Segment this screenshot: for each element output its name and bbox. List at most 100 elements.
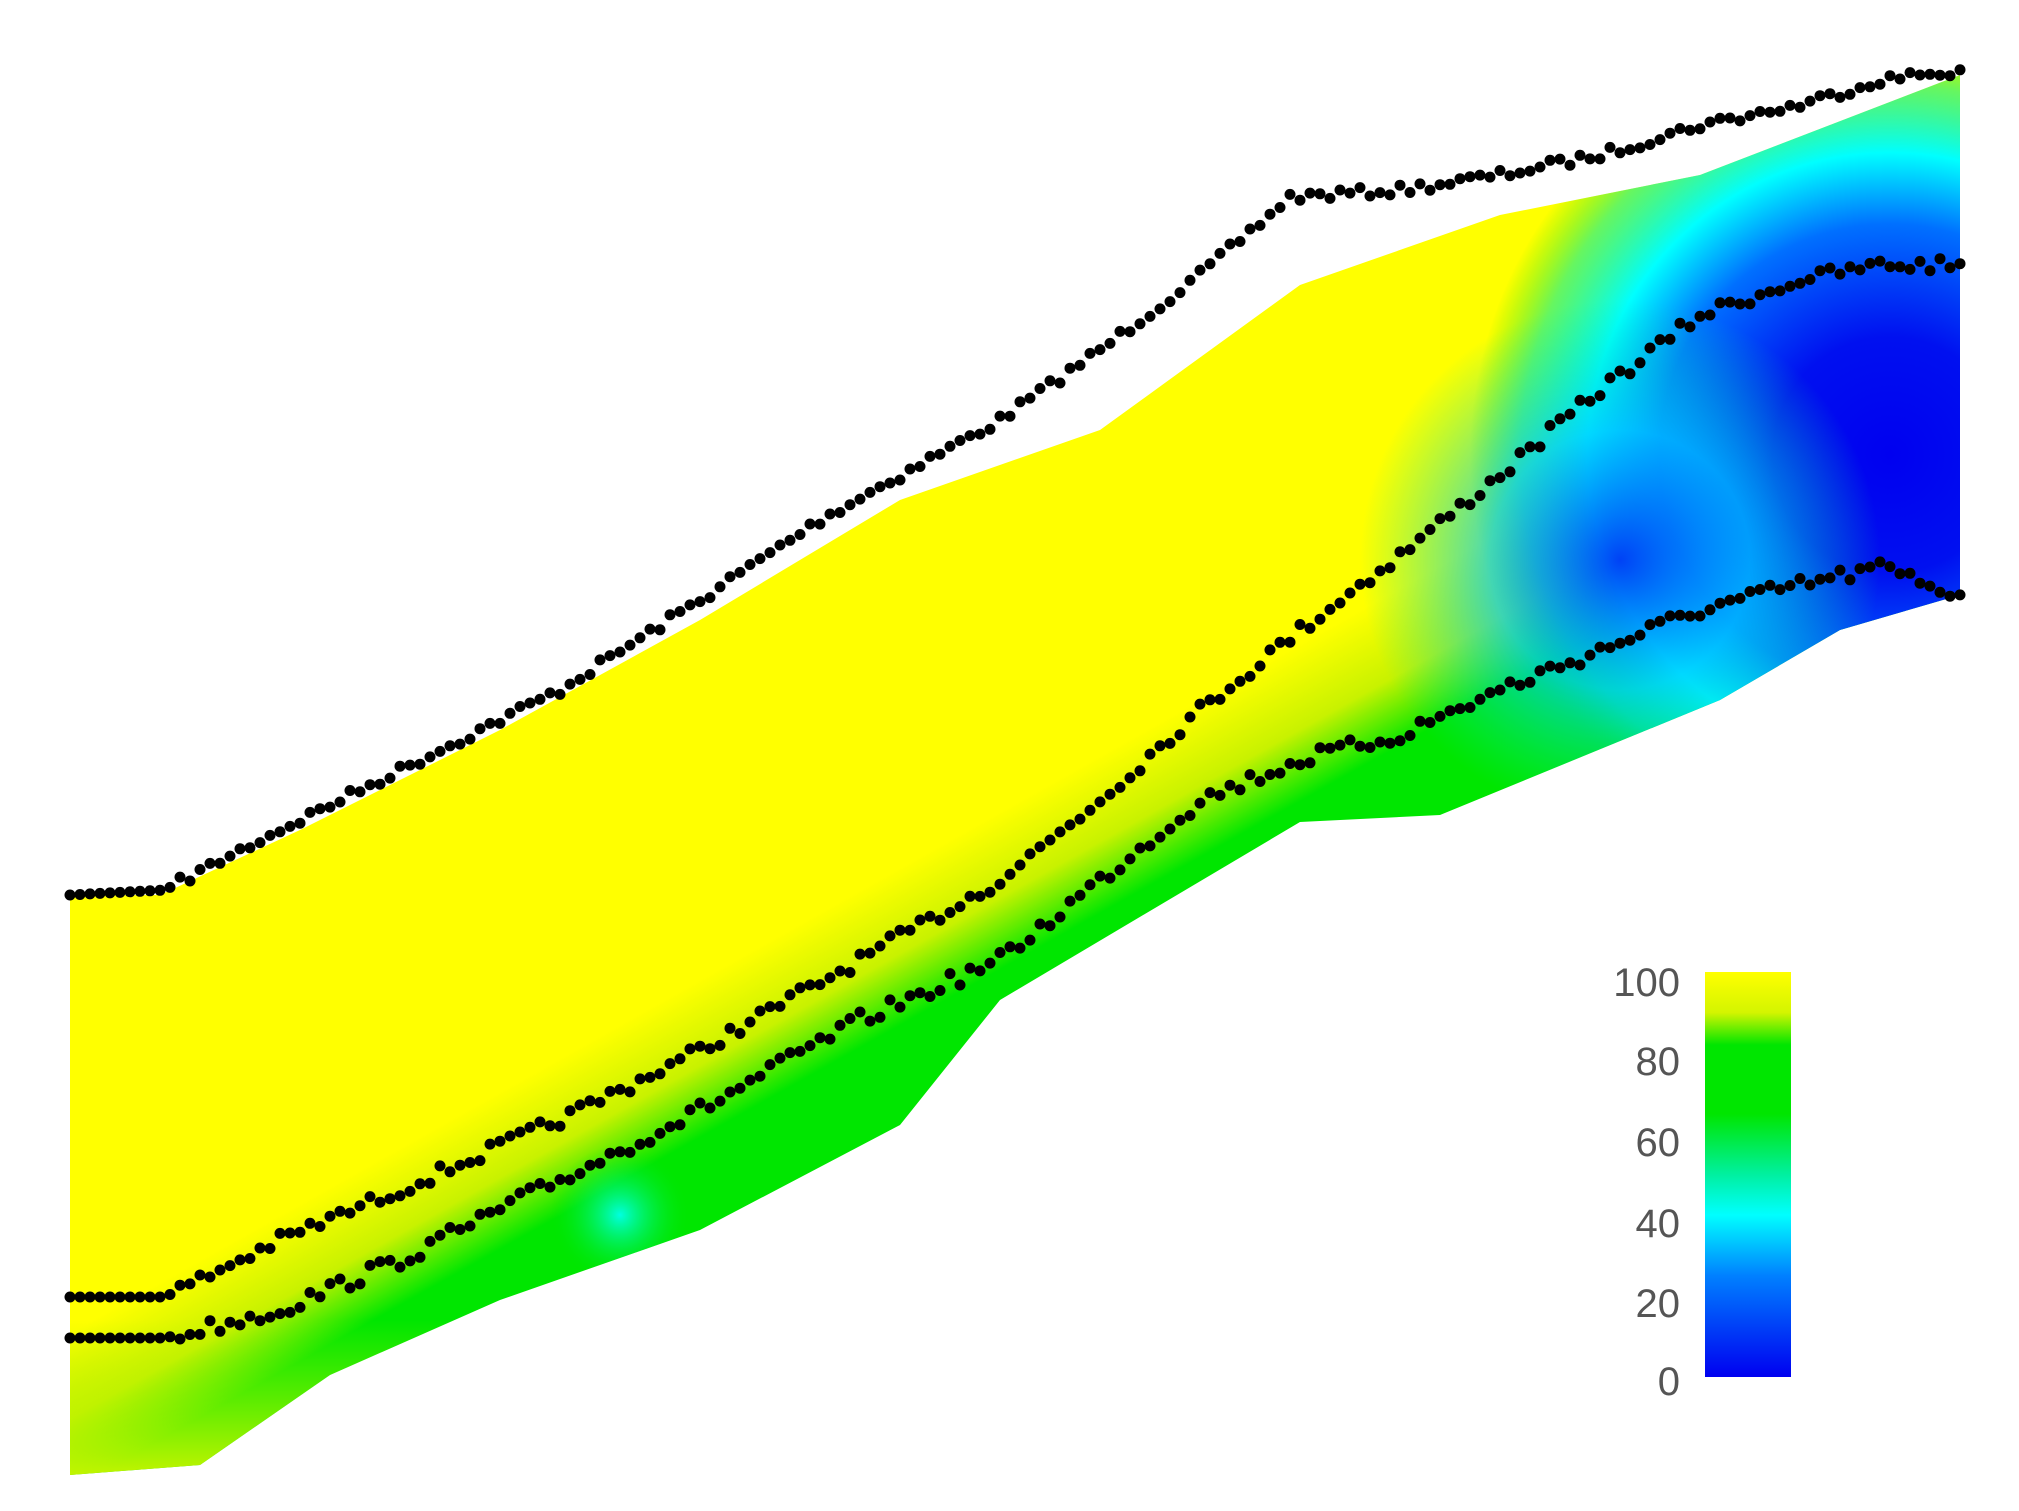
middle-trace-dot (354, 1200, 366, 1212)
top-trace-dot (1054, 377, 1066, 389)
lower-trace-dot (1444, 705, 1456, 717)
top-trace-dot (64, 889, 76, 901)
top-trace-dot (1794, 101, 1806, 113)
middle-trace-dot (984, 886, 996, 898)
top-trace-dot (404, 759, 416, 771)
middle-trace-dot (654, 1068, 666, 1080)
middle-trace-dot (1804, 274, 1816, 285)
top-trace-dot (704, 592, 716, 604)
lower-trace-dot (1134, 842, 1146, 854)
lower-trace-dot (924, 991, 936, 1002)
top-trace-dot (1754, 106, 1766, 117)
lower-trace-dot (1074, 889, 1086, 901)
top-trace-dot (724, 571, 736, 583)
lower-trace-dot (914, 987, 926, 999)
lower-trace-dot (584, 1159, 596, 1171)
middle-trace-dot (1824, 262, 1836, 274)
lower-trace-dot (1094, 870, 1106, 882)
top-trace-dot (1394, 179, 1406, 191)
lower-trace-dot (804, 1040, 816, 1052)
top-trace-dot (194, 864, 206, 875)
top-trace-dot (1144, 310, 1156, 322)
lower-trace-dot (254, 1315, 266, 1327)
lower-trace-dot (614, 1146, 626, 1158)
top-trace-dot (1024, 392, 1036, 404)
top-trace-dot (684, 599, 696, 611)
contour-field (70, 75, 1960, 1475)
lower-trace-dot (1044, 920, 1056, 932)
lower-trace-dot (1214, 789, 1226, 801)
lower-trace-dot (1344, 734, 1356, 746)
middle-trace-dot (1924, 265, 1936, 277)
top-trace-dot (124, 886, 136, 898)
middle-trace-dot (1584, 395, 1596, 407)
middle-trace-dot (544, 1120, 556, 1132)
lower-trace-dot (994, 947, 1006, 958)
lower-trace-dot (264, 1311, 276, 1323)
middle-trace-dot (1564, 408, 1576, 420)
lower-trace-dot (904, 990, 916, 1002)
lower-trace-dot (1824, 572, 1836, 584)
middle-trace-dot (1274, 636, 1286, 648)
middle-trace-dot (1094, 796, 1106, 808)
lower-trace-dot (1924, 580, 1936, 592)
top-trace-dot (794, 529, 806, 540)
middle-trace-dot (994, 878, 1006, 890)
top-trace-dot (1294, 194, 1306, 206)
lower-trace-dot (174, 1333, 186, 1345)
top-trace-dot (1634, 142, 1646, 154)
lower-trace-dot (1314, 742, 1326, 754)
middle-trace-dot (1464, 499, 1476, 511)
top-trace-dot (244, 842, 256, 854)
lower-trace-dot (1114, 864, 1126, 876)
top-trace-dot (874, 481, 886, 493)
middle-trace-dot (64, 1291, 76, 1303)
top-trace-dot (394, 760, 406, 772)
middle-trace-dot (1474, 490, 1486, 501)
top-trace-dot (1154, 303, 1166, 315)
middle-trace-dot (704, 1043, 716, 1055)
middle-trace-dot (134, 1291, 146, 1303)
lower-trace-dot (1544, 660, 1556, 672)
lower-trace-dot (654, 1127, 666, 1139)
middle-trace-dot (1074, 813, 1086, 825)
top-trace-dot (574, 673, 586, 685)
lower-trace-dot (1664, 610, 1676, 622)
middle-trace-dot (1444, 510, 1456, 522)
middle-trace-dot (1514, 447, 1526, 459)
lower-trace-dot (824, 1033, 836, 1045)
top-trace-dot (134, 885, 146, 897)
lower-trace-dot (1364, 742, 1376, 753)
lower-trace-dot (854, 1006, 866, 1018)
top-trace-dot (334, 796, 346, 808)
lower-trace-dot (1694, 610, 1706, 622)
lower-trace-dot (1284, 758, 1296, 769)
middle-trace-dot (404, 1185, 416, 1197)
middle-trace-dot (1534, 441, 1546, 453)
middle-trace-dot (634, 1073, 646, 1085)
top-trace-dot (814, 518, 826, 530)
middle-trace-dot (904, 924, 916, 936)
top-trace-dot (1834, 91, 1846, 103)
middle-trace-dot (384, 1193, 396, 1205)
lower-trace-dot (484, 1206, 496, 1218)
lower-trace-dot (344, 1282, 356, 1294)
lower-trace-dot (1454, 703, 1466, 715)
lower-trace-dot (1154, 831, 1166, 843)
top-trace-dot (184, 875, 196, 887)
lower-trace-dot (1684, 610, 1696, 622)
lower-trace-dot (84, 1332, 96, 1344)
lower-trace-dot (1624, 634, 1636, 646)
top-trace-dot (1714, 112, 1726, 124)
middle-trace-dot (1894, 261, 1906, 273)
top-trace-dot (1884, 70, 1896, 82)
top-trace-dot (224, 850, 236, 862)
top-trace-dot (1124, 326, 1136, 338)
middle-trace-dot (614, 1083, 626, 1095)
middle-trace-dot (94, 1291, 106, 1303)
colorbar-tick-80: 80 (1636, 1040, 1681, 1084)
top-trace-dot (1674, 123, 1686, 134)
middle-trace-dot (1524, 441, 1536, 453)
lower-trace-dot (284, 1306, 296, 1318)
lower-trace-dot (1864, 561, 1876, 573)
